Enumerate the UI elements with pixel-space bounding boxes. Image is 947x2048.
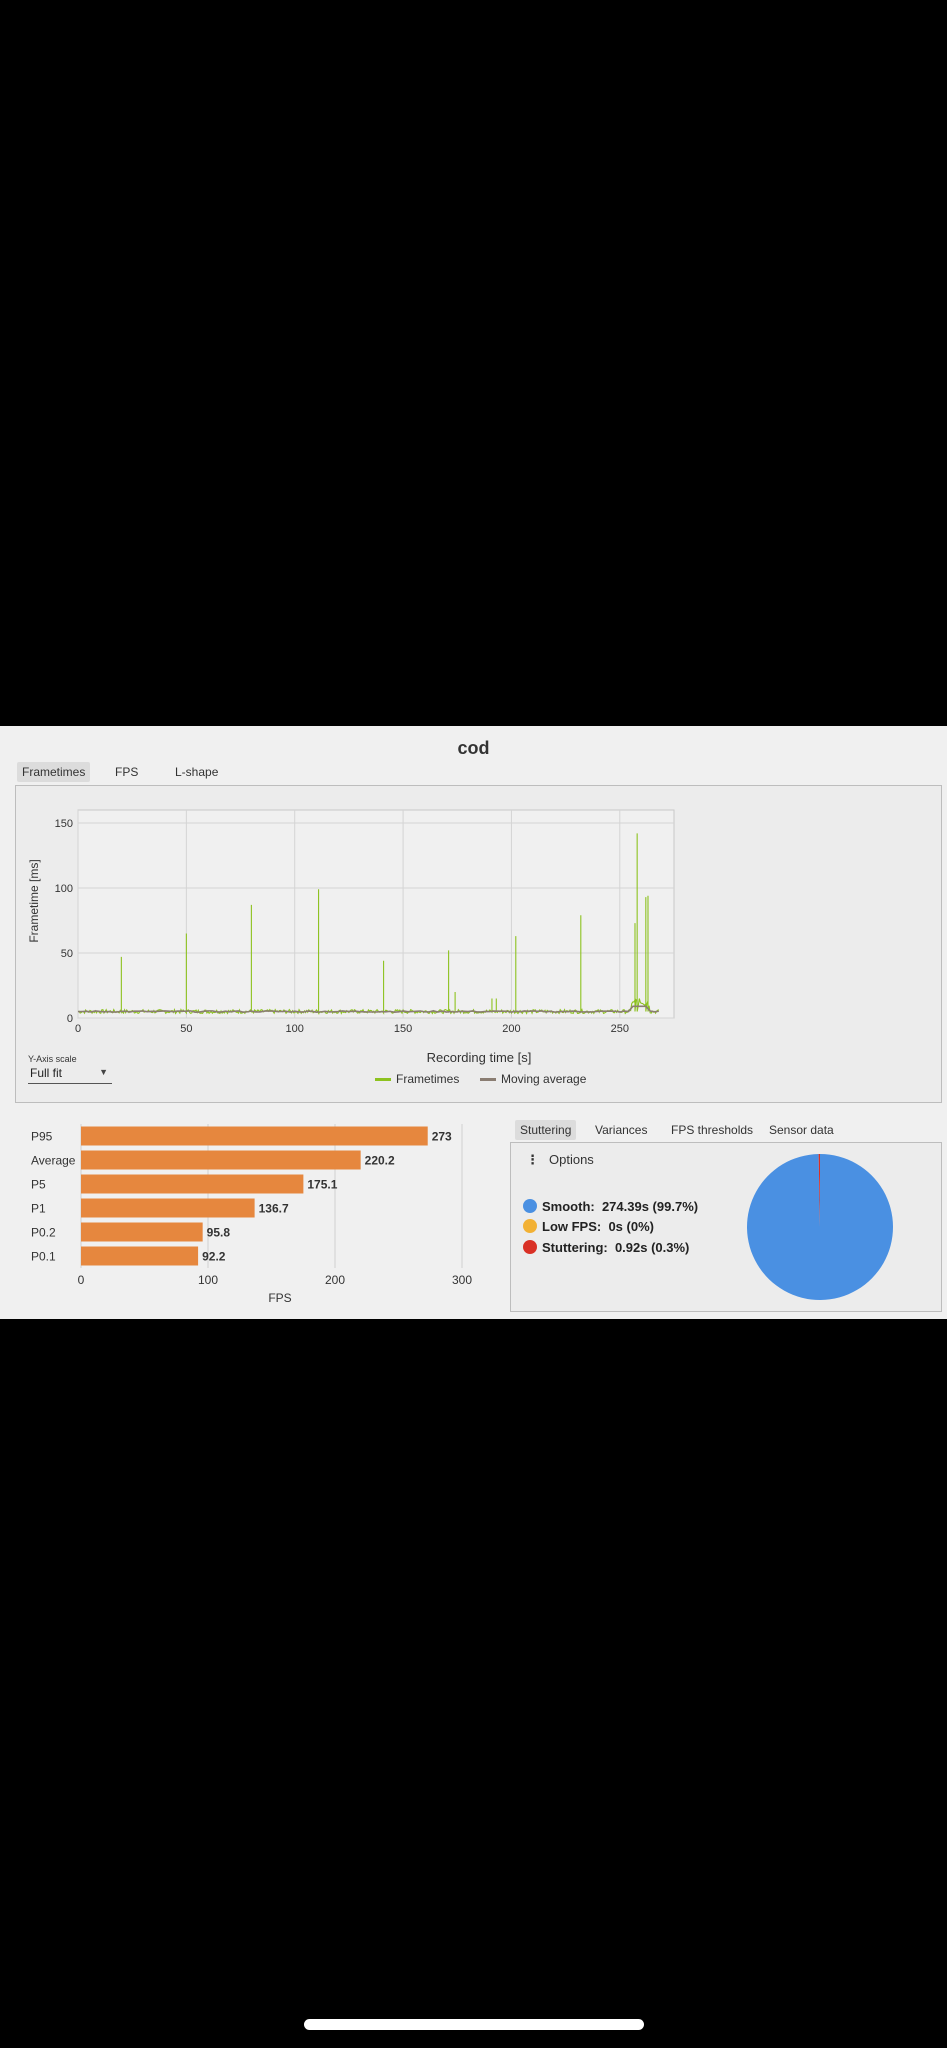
bar-x-tick-label: 300 <box>452 1273 472 1287</box>
stat-stuttering-label: Stuttering: <box>542 1240 608 1255</box>
stat-low-fps: Low FPS: 0s (0%) <box>523 1219 654 1234</box>
tab-l-shape[interactable]: L-shape <box>175 765 219 779</box>
moving-average-series-line <box>77 1005 659 1013</box>
y-axis-scale-dropdown[interactable]: Full fit ▼ <box>28 1063 112 1084</box>
stat-smooth: Smooth: 274.39s (99.7%) <box>523 1199 698 1214</box>
legend-swatch-frametimes <box>375 1078 391 1082</box>
pie-slice-stuttering <box>818 1154 820 1227</box>
x-tick-label: 50 <box>180 1023 192 1035</box>
y-axis-scale-label: Y-Axis scale <box>28 1054 77 1064</box>
x-axis-label: Recording time [s] <box>427 1050 532 1065</box>
x-tick-label: 200 <box>502 1023 520 1035</box>
x-tick-label: 250 <box>611 1023 629 1035</box>
legend-moving-average: Moving average <box>480 1072 586 1086</box>
x-tick-label: 0 <box>75 1023 81 1035</box>
bar <box>81 1198 255 1218</box>
stat-low-fps-value: 0s (0%) <box>608 1219 654 1234</box>
y-axis-label: Frametime [ms] <box>27 859 41 942</box>
tab-frametimes[interactable]: Frametimes <box>17 762 91 782</box>
stat-stuttering: Stuttering: 0.92s (0.3%) <box>523 1240 689 1255</box>
legend-label-moving-average: Moving average <box>501 1072 587 1086</box>
y-tick-label: 150 <box>55 818 73 830</box>
tab-fps[interactable]: FPS <box>115 765 139 779</box>
options-menu[interactable]: ⋮ Options <box>526 1152 594 1168</box>
tab-variances[interactable]: Variances <box>595 1123 648 1137</box>
bar <box>81 1222 203 1242</box>
frametimes-chart: 0 50 100 150 200 250 0 50 100 150 Recording time … <box>27 809 675 1065</box>
bar-value-label: 136.7 <box>259 1202 289 1216</box>
bar-x-tick-label: 200 <box>325 1273 345 1287</box>
percentile-bar-chart: 273 220.2 175.1 136.7 95.8 92.2 0 100 200 300 P95… <box>31 1124 472 1305</box>
bar-category-label: P0.1 <box>31 1250 56 1264</box>
bar-category-label: P95 <box>31 1130 53 1144</box>
tab-sensor-data[interactable]: Sensor data <box>769 1123 834 1137</box>
stuttering-pie-chart <box>747 1154 893 1300</box>
chevron-down-icon: ▼ <box>99 1067 108 1077</box>
legend-label-frametimes: Frametimes <box>396 1072 460 1086</box>
bar-category-label: P0.2 <box>31 1226 56 1240</box>
bar-value-label: 273 <box>432 1130 452 1144</box>
legend-frametimes: Frametimes <box>375 1072 459 1086</box>
stat-smooth-value: 274.39s (99.7%) <box>601 1199 699 1214</box>
bar-x-tick-label: 0 <box>78 1273 85 1287</box>
bar-category-label: P1 <box>31 1202 46 1216</box>
stat-smooth-label: Smooth: <box>542 1199 595 1214</box>
y-axis-scale-value: Full fit <box>30 1066 63 1080</box>
bar-x-tick-label: 100 <box>198 1273 218 1287</box>
bar-value-label: 220.2 <box>365 1154 395 1168</box>
bar <box>81 1150 361 1170</box>
stuttering-panel <box>510 1142 942 1312</box>
bar <box>81 1246 199 1266</box>
kebab-menu-icon: ⋮ <box>526 1152 539 1167</box>
y-tick-label: 50 <box>61 948 73 960</box>
x-tick-label: 100 <box>286 1023 304 1035</box>
smooth-dot-icon <box>523 1199 537 1213</box>
bar-x-axis-label: FPS <box>268 1291 291 1305</box>
plot-area <box>77 809 675 1019</box>
y-tick-label: 100 <box>55 883 73 895</box>
x-tick-label: 150 <box>394 1023 412 1035</box>
stuttering-dot-icon <box>523 1240 537 1254</box>
bar-value-label: 92.2 <box>202 1250 226 1264</box>
bar-value-label: 175.1 <box>307 1178 337 1192</box>
bar-category-label: P5 <box>31 1178 46 1192</box>
bar-value-label: 95.8 <box>207 1226 231 1240</box>
stat-low-fps-label: Low FPS: <box>542 1219 602 1234</box>
page-title: cod <box>457 738 490 758</box>
bar <box>81 1174 304 1194</box>
low-fps-dot-icon <box>523 1219 537 1233</box>
legend-swatch-moving-average <box>480 1078 496 1082</box>
home-indicator[interactable] <box>304 2019 644 2030</box>
y-tick-label: 0 <box>67 1013 73 1025</box>
tab-stuttering[interactable]: Stuttering <box>515 1120 577 1140</box>
bar <box>81 1126 428 1146</box>
stat-stuttering-value: 0.92s (0.3%) <box>614 1240 690 1255</box>
tab-fps-thresholds[interactable]: FPS thresholds <box>671 1123 754 1137</box>
options-label: Options <box>549 1152 594 1167</box>
bar-category-label: Average <box>31 1154 76 1168</box>
